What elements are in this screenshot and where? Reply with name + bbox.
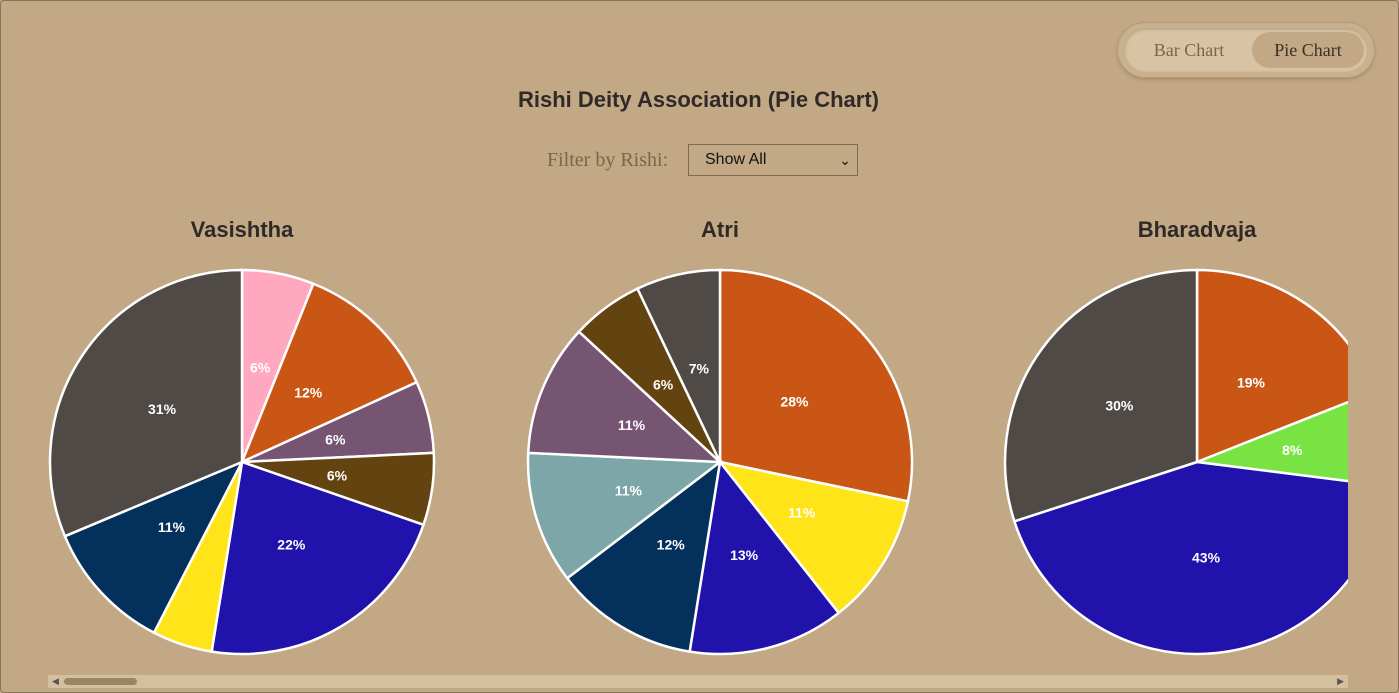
pie-charts: 6% 12% 6% 6% 22% 11% 31% 28% 11% 13% 12% 11% 11% 6% 7%… bbox=[48, 268, 1348, 656]
pie-slice[interactable] bbox=[1195, 268, 1348, 464]
toggle-track: Bar Chart Pie Chart bbox=[1124, 28, 1368, 72]
pie-vasishtha: 6% 12% 6% 6% 22% 11% 31% bbox=[48, 268, 436, 656]
slice-label: 19% bbox=[1237, 375, 1266, 391]
pie-title-vasishtha: Vasishtha bbox=[190, 217, 294, 242]
pie-atri: 28% 11% 13% 12% 11% 11% 6% 7% bbox=[526, 268, 914, 656]
slice-label: 6% bbox=[327, 468, 348, 484]
pie-title-bharadvaja: Bharadvaja bbox=[1137, 217, 1257, 242]
slice-label: 11% bbox=[158, 519, 186, 535]
filter-selected-value: Show All bbox=[705, 151, 767, 168]
pie-slice[interactable] bbox=[565, 459, 722, 654]
scroll-left-arrow-icon[interactable]: ◀ bbox=[52, 676, 59, 686]
pie-slice[interactable] bbox=[635, 268, 722, 463]
pie-slice[interactable] bbox=[1012, 460, 1348, 656]
slice-label: 13% bbox=[730, 547, 759, 563]
slice-label: 11% bbox=[788, 505, 816, 521]
pie-slice[interactable] bbox=[63, 459, 245, 635]
slice-label: 11% bbox=[615, 483, 643, 499]
pie-slice[interactable] bbox=[48, 268, 244, 538]
slice-label: 8% bbox=[1282, 442, 1303, 458]
pie-slice[interactable] bbox=[1196, 391, 1348, 486]
slice-label: 22% bbox=[277, 536, 306, 552]
pie-slice[interactable] bbox=[716, 460, 910, 615]
filter-label: Filter by Rishi: bbox=[547, 149, 669, 171]
pie-slice[interactable] bbox=[688, 458, 841, 656]
slice-label: 43% bbox=[1192, 550, 1221, 566]
slice-label: 7% bbox=[689, 360, 710, 376]
slice-label: 31% bbox=[148, 401, 177, 417]
slice-label: 12% bbox=[657, 536, 686, 552]
slice-label: 6% bbox=[250, 360, 271, 376]
slice-label: 30% bbox=[1105, 398, 1134, 414]
bar-chart-button[interactable]: Bar Chart bbox=[1153, 40, 1225, 60]
horizontal-scrollbar[interactable]: ◀ ▶ bbox=[48, 675, 1348, 688]
slice-label: 6% bbox=[653, 377, 674, 393]
rishi-filter-select[interactable]: Show All ⌄ bbox=[688, 144, 858, 176]
slice-label: 6% bbox=[325, 431, 346, 447]
slice-label: 11% bbox=[618, 417, 646, 433]
chevron-down-icon: ⌄ bbox=[839, 152, 851, 168]
pie-charts-viewport[interactable]: Vasishtha Atri Bharadvaja 6% 12% 6% 6% 22% 11… bbox=[42, 205, 1348, 671]
slice-label: 28% bbox=[780, 393, 809, 409]
scroll-right-arrow-icon[interactable]: ▶ bbox=[1337, 676, 1344, 686]
chart-type-toggle: Bar Chart Pie Chart bbox=[1118, 23, 1374, 77]
pie-slice[interactable] bbox=[526, 451, 724, 581]
scrollbar-thumb[interactable] bbox=[64, 678, 137, 685]
pie-slice[interactable] bbox=[210, 460, 426, 656]
pie-chart-button[interactable]: Pie Chart bbox=[1252, 32, 1364, 68]
pie-slice[interactable] bbox=[239, 282, 419, 465]
pie-slice[interactable] bbox=[1003, 268, 1199, 523]
pie-title-atri: Atri bbox=[701, 217, 739, 242]
pie-bharadvaja: 19% 8% 43% 30% bbox=[1003, 268, 1348, 656]
slice-label: 12% bbox=[294, 385, 323, 401]
pie-slice[interactable] bbox=[718, 268, 914, 503]
pie-slice[interactable] bbox=[526, 329, 724, 464]
chart-title: Rishi Deity Association (Pie Chart) bbox=[517, 87, 880, 112]
